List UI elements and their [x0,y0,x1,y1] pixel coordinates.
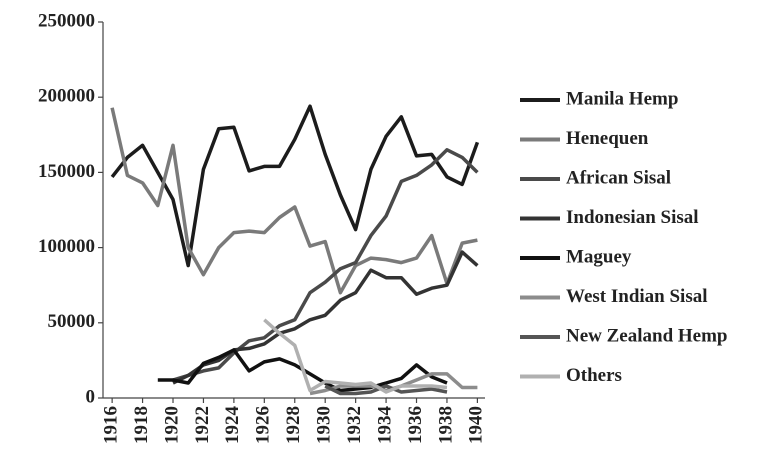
x-tick-label: 1916 [100,406,121,444]
x-tick-label: 1940 [466,406,487,444]
x-tick-label: 1926 [253,406,274,444]
y-tick-label: 150000 [38,161,95,182]
legend-label: Henequen [566,128,649,149]
x-tick-label: 1932 [344,406,365,444]
series-line [263,318,448,394]
series-line [110,107,478,295]
y-tick-label: 200000 [38,86,95,107]
y-tick-label: 0 [86,386,96,407]
legend-label: New Zealand Hemp [566,325,728,346]
x-tick-label: 1924 [222,406,243,445]
x-tick-label: 1938 [435,406,456,444]
x-tick-label: 1922 [192,406,213,444]
legend-label: Manila Hemp [566,88,678,109]
legend-label: African Sisal [566,167,671,188]
legend-label: Others [566,365,622,386]
x-tick-label: 1936 [405,406,426,444]
x-tick-label: 1920 [161,406,182,444]
x-tick-label: 1918 [131,406,152,444]
series-line [324,384,448,396]
y-tick-label: 50000 [48,311,96,332]
x-tick-label: 1934 [374,406,395,445]
legend-label: Indonesian Sisal [566,207,699,228]
legend-label: Maguey [566,246,632,267]
series-line [172,250,479,385]
x-tick-label: 1928 [283,406,304,444]
legend-label: West Indian Sisal [566,286,708,307]
y-tick-label: 100000 [38,236,95,257]
x-tick-label: 1930 [314,406,335,444]
series-line [110,104,480,268]
y-tick-label: 250000 [38,10,95,31]
series-line [172,148,479,382]
